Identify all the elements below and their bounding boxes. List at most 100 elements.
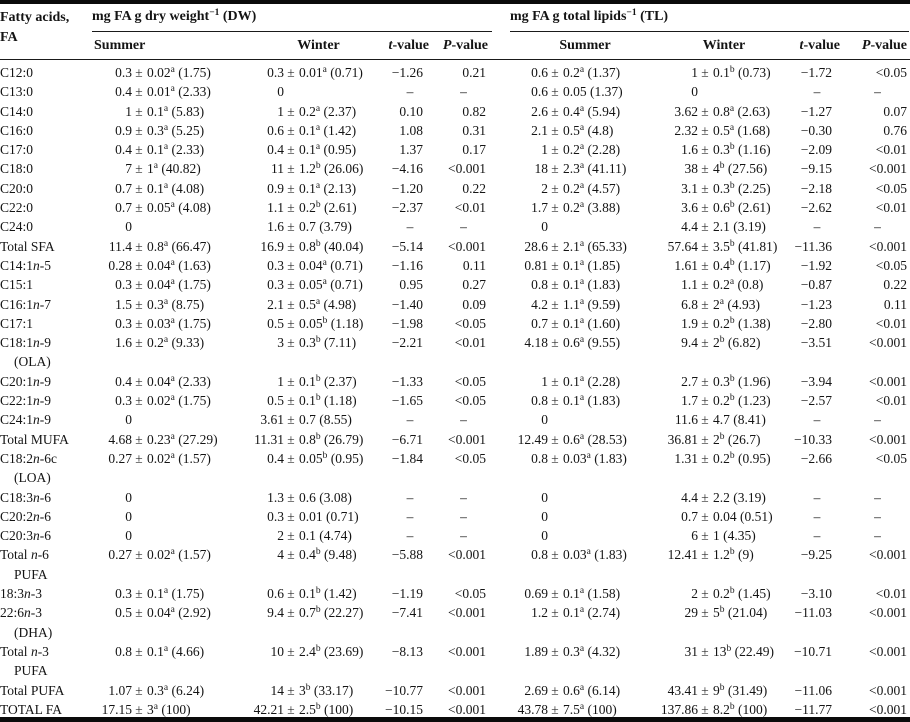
cell-dw-tvalue: 0.95 <box>399 277 423 293</box>
cell-dw-tvalue: −1.16 <box>391 257 423 273</box>
cell-tl-winter: 0.7 ±0.04 (0.51) <box>681 508 773 524</box>
cell-tl-tvalue: – <box>813 528 821 544</box>
cell-tl-tvalue: −2.80 <box>800 315 832 331</box>
table-row: C20:1n-9 0.4 ±0.04a (2.33) 1 ±0.1b (2.37) −1.… <box>0 372 910 391</box>
cell-dw-pvalue: 0.17 <box>462 142 486 158</box>
cell-tl-tvalue: – <box>813 219 821 235</box>
cell-tl-winter: 36.81 ±2b (26.7) <box>667 431 761 447</box>
cell-tl-summer: 0 <box>541 412 548 428</box>
row-label: C20:1n-9 <box>0 373 52 389</box>
cell-tl-summer: 1.89 ±0.3a (4.32) <box>524 643 621 659</box>
cell-tl-pvalue: <0.01 <box>875 142 907 158</box>
cell-dw-winter: 0.3 ±0.01a (0.71) <box>267 65 363 80</box>
cell-dw-winter: 14 ±3b (33.17) <box>270 682 354 698</box>
cell-tl-pvalue: <0.01 <box>875 393 907 409</box>
cell-tl-tvalue: −10.33 <box>794 431 832 447</box>
row-label: 18:3n-3 <box>0 586 43 602</box>
cell-dw-winter: 0.3 ±0.05a (0.71) <box>267 277 363 293</box>
cell-tl-tvalue: −2.09 <box>800 142 832 158</box>
cell-dw-pvalue: 0.22 <box>462 180 486 196</box>
cell-tl-tvalue: −2.62 <box>800 200 832 216</box>
cell-dw-winter: 1.3 ±0.6 (3.08) <box>267 489 352 505</box>
cell-dw-pvalue: 0.11 <box>462 257 486 273</box>
cell-dw-tvalue: 1.37 <box>399 142 423 158</box>
cell-dw-summer: 0 <box>125 219 132 235</box>
cell-dw-tvalue: −7.41 <box>391 605 423 621</box>
fa-column-header-line1: Fatty acids, <box>0 10 70 25</box>
table-row: Total SFA 11.4 ±0.8a (66.47) 16.9 ±0.8b (40.… <box>0 237 910 256</box>
table-row: C18:0 7 ±1a (40.82) 11 ±1.2b (26.06) −4.16 <0.… <box>0 159 910 178</box>
dw-group-header: mg FA g dry weight−1 (DW) <box>92 8 492 32</box>
cell-tl-tvalue: −11.36 <box>794 238 833 254</box>
cell-tl-winter: 29 ±5b (21.04) <box>684 605 768 621</box>
cell-dw-tvalue: −8.13 <box>391 643 423 659</box>
cell-dw-pvalue: 0.21 <box>462 65 486 80</box>
row-label: Total n-3 PUFA <box>0 643 49 679</box>
cell-tl-winter: 6.8 ±2a (4.93) <box>681 296 760 312</box>
cell-tl-winter: 1.31 ±0.2b (0.95) <box>674 450 771 466</box>
cell-tl-pvalue: <0.001 <box>869 605 907 621</box>
cell-tl-winter: 3.62 ±0.8a (2.63) <box>674 103 771 119</box>
cell-dw-winter: 0.5 ±0.05b (1.18) <box>267 315 364 331</box>
cell-tl-pvalue: <0.001 <box>869 161 907 177</box>
cell-dw-tvalue: −2.21 <box>391 335 423 351</box>
cell-tl-winter: 1.9 ±0.2b (1.38) <box>681 315 771 331</box>
cell-tl-tvalue: −9.25 <box>800 547 832 563</box>
cell-dw-winter: 0.9 ±0.1a (2.13) <box>267 180 357 196</box>
cell-dw-summer: 1.07 ±0.3a (6.24) <box>108 682 205 698</box>
cell-tl-tvalue: −11.77 <box>794 701 833 717</box>
cell-dw-pvalue: – <box>460 84 467 100</box>
table-row: C18:3n-6 0 1.3 ±0.6 (3.08) – – 0 4.4 ±2.2 (3.19)… <box>0 488 910 507</box>
cell-tl-tvalue: – <box>813 412 821 428</box>
cell-dw-pvalue: <0.05 <box>454 315 486 331</box>
cell-dw-summer: 1.5 ±0.3a (8.75) <box>115 296 205 312</box>
row-label: Total n-6 PUFA <box>0 547 49 582</box>
row-label: TOTAL FA <box>0 701 63 717</box>
cell-tl-pvalue: – <box>874 84 881 100</box>
cell-dw-tvalue: – <box>406 489 414 505</box>
cell-dw-pvalue: <0.05 <box>454 586 486 602</box>
cell-dw-tvalue: −1.33 <box>391 373 423 389</box>
row-label: C22:0 <box>0 200 34 216</box>
cell-tl-pvalue: – <box>874 219 881 235</box>
cell-tl-pvalue: 0.07 <box>883 103 907 119</box>
cell-dw-tvalue: – <box>406 508 414 524</box>
cell-dw-winter: 0.5 ±0.1b (1.18) <box>267 393 357 409</box>
cell-tl-tvalue: −0.30 <box>800 122 832 138</box>
cell-dw-tvalue: −1.40 <box>391 296 423 312</box>
cell-dw-pvalue: 0.09 <box>462 296 486 312</box>
cell-dw-tvalue: −1.26 <box>391 65 423 80</box>
cell-dw-winter: 2.1 ±0.5a (4.98) <box>267 296 357 312</box>
cell-dw-winter: 11.31 ±0.8b (26.79) <box>254 431 364 447</box>
table-row: Total n-3 PUFA 0.8 ±0.1a (4.66) 10 ±2.4b (23.… <box>0 642 910 681</box>
cell-dw-tvalue: 0.10 <box>399 103 423 119</box>
row-label: C17:1 <box>0 315 34 331</box>
cell-tl-summer: 1 ±0.2a (2.28) <box>541 142 621 158</box>
cell-dw-winter: 4 ±0.4b (9.48) <box>277 547 357 563</box>
cell-tl-winter: 1 ±0.1b (0.73) <box>691 65 771 80</box>
cell-tl-pvalue: – <box>874 508 881 524</box>
dw-pvalue-header: P-value <box>442 38 488 53</box>
cell-tl-pvalue: <0.05 <box>875 450 907 466</box>
dw-subheader-row: Summer Winter t-value P-value <box>92 32 492 59</box>
cell-dw-tvalue: 1.08 <box>399 122 423 138</box>
cell-dw-tvalue: −1.20 <box>391 180 423 196</box>
cell-dw-tvalue: −1.19 <box>391 586 423 602</box>
group-gap <box>492 8 510 59</box>
cell-dw-winter: 0 <box>277 84 284 100</box>
cell-tl-winter: 3.1 ±0.3b (2.25) <box>681 180 771 196</box>
cell-tl-winter: 31 ±13b (22.49) <box>684 643 775 659</box>
cell-tl-pvalue: <0.001 <box>869 701 907 717</box>
cell-dw-summer: 0.4 ±0.04a (2.33) <box>115 373 211 389</box>
cell-tl-tvalue: −1.92 <box>800 257 832 273</box>
cell-dw-pvalue: <0.01 <box>454 335 486 351</box>
cell-tl-summer: 0.8 ±0.1a (1.83) <box>531 393 621 409</box>
cell-tl-summer: 0 <box>541 528 548 544</box>
cell-tl-tvalue: – <box>813 508 821 524</box>
row-label: Total PUFA <box>0 682 65 698</box>
cell-tl-tvalue: −1.72 <box>800 65 832 80</box>
cell-tl-summer: 0 <box>541 489 548 505</box>
cell-dw-summer: 0.28 ±0.04a (1.63) <box>108 257 211 273</box>
cell-dw-pvalue: 0.82 <box>462 103 486 119</box>
cell-dw-summer: 0.7 ±0.05a (4.08) <box>115 200 211 216</box>
